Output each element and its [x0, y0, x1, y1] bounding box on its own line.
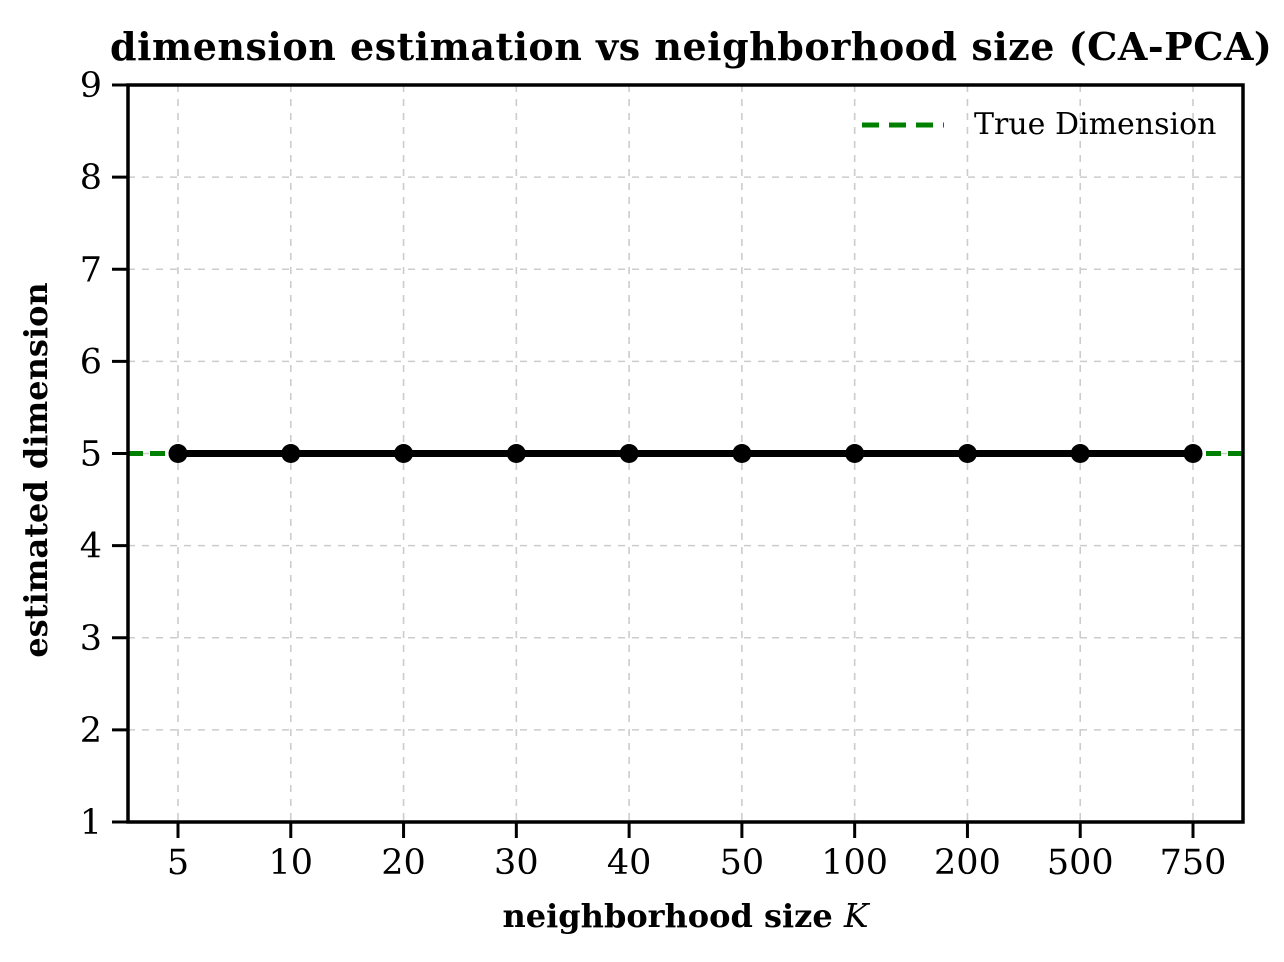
y-tick-label: 8	[80, 158, 102, 198]
x-axis-label-math-symbol: K	[843, 896, 869, 935]
y-tick-label: 2	[80, 711, 102, 751]
series-marker	[619, 444, 639, 463]
legend-dash-sample	[862, 122, 944, 127]
x-tick-label: 30	[494, 843, 539, 883]
y-tick-label: 9	[80, 66, 102, 106]
x-tick-label: 50	[720, 843, 765, 883]
y-tick-label: 3	[80, 619, 102, 659]
y-tick-label: 7	[80, 250, 102, 290]
x-tick-label: 750	[1160, 843, 1227, 883]
y-tick-label: 5	[80, 435, 102, 475]
x-tick-label: 20	[381, 843, 426, 883]
series-marker	[1183, 444, 1203, 463]
series-marker	[1070, 444, 1090, 463]
legend: True Dimension	[862, 107, 1217, 142]
x-tick-label: 500	[1047, 843, 1114, 883]
x-tick-label: 5	[167, 843, 189, 883]
legend-entry-label: True Dimension	[974, 107, 1217, 142]
x-tick-label: 10	[269, 843, 314, 883]
y-axis-label: estimated dimension	[17, 282, 55, 658]
x-tick-label: 200	[934, 843, 1001, 883]
x-tick-label: 40	[607, 843, 652, 883]
series-marker	[394, 444, 414, 463]
chart-title: dimension estimation vs neighborhood siz…	[110, 24, 1273, 69]
y-tick-label: 6	[80, 342, 102, 382]
x-axis-label-text: neighborhood size	[502, 897, 833, 935]
series-marker	[732, 444, 752, 463]
series-marker	[281, 444, 301, 463]
series-marker	[168, 444, 188, 463]
y-tick-label: 4	[80, 527, 102, 567]
x-tick-label: 100	[821, 843, 888, 883]
y-tick-label: 1	[80, 803, 102, 843]
series-marker	[506, 444, 526, 463]
x-axis-label: neighborhood size K	[128, 896, 1243, 935]
series-marker	[957, 444, 977, 463]
series-marker	[845, 444, 865, 463]
